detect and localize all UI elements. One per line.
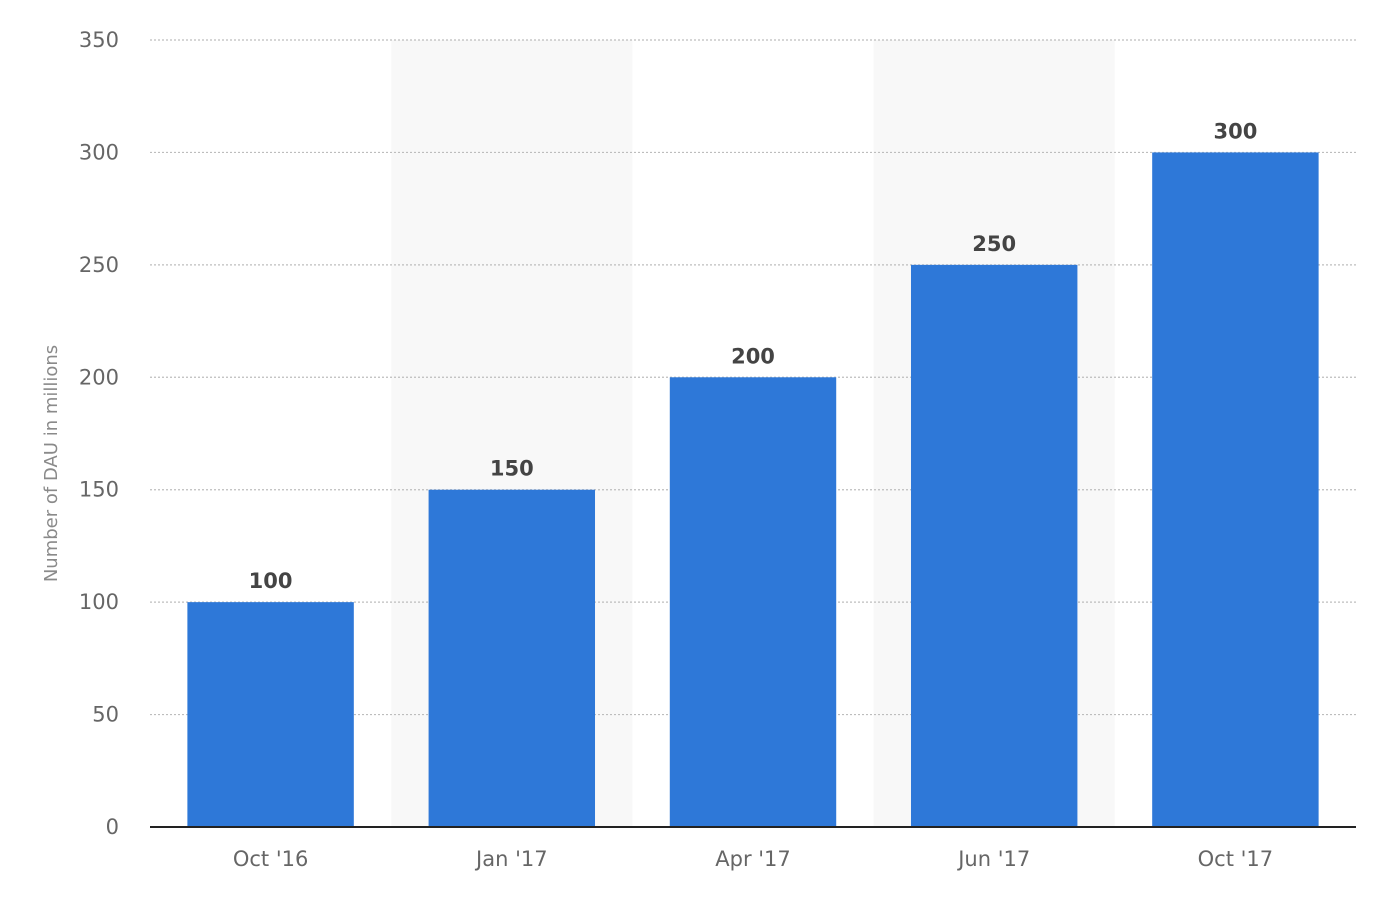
y-tick-label: 350 xyxy=(79,28,119,52)
x-tick-label: Oct '16 xyxy=(233,847,308,871)
y-tick-label: 150 xyxy=(79,478,119,502)
bar xyxy=(187,602,354,827)
x-axis-ticks: Oct '16 Jan '17 Apr '17 Jun '17 Oct '17 xyxy=(233,847,1273,871)
data-label: 300 xyxy=(1213,119,1257,143)
x-tick-label: Jan '17 xyxy=(474,847,548,871)
x-tick-label: Oct '17 xyxy=(1198,847,1273,871)
y-tick-label: 50 xyxy=(92,703,119,727)
x-tick-label: Apr '17 xyxy=(715,847,791,871)
y-tick-label: 250 xyxy=(79,253,119,277)
y-tick-label: 200 xyxy=(79,365,119,389)
x-tick-label: Jun '17 xyxy=(956,847,1030,871)
data-label: 150 xyxy=(490,457,534,481)
bars xyxy=(187,152,1319,827)
data-labels: 100 150 200 250 300 xyxy=(249,119,1258,593)
data-label: 200 xyxy=(731,344,775,368)
bar xyxy=(1152,152,1319,827)
y-axis-ticks: 0 50 100 150 200 250 300 350 xyxy=(79,28,119,839)
y-tick-label: 0 xyxy=(106,815,119,839)
y-axis-label: Number of DAU in millions xyxy=(41,345,62,582)
data-label: 100 xyxy=(249,569,293,593)
y-tick-label: 300 xyxy=(79,140,119,164)
data-label: 250 xyxy=(972,232,1016,256)
bar xyxy=(428,489,596,827)
y-tick-label: 100 xyxy=(79,590,119,614)
bar xyxy=(910,264,1078,827)
bar xyxy=(669,377,837,827)
